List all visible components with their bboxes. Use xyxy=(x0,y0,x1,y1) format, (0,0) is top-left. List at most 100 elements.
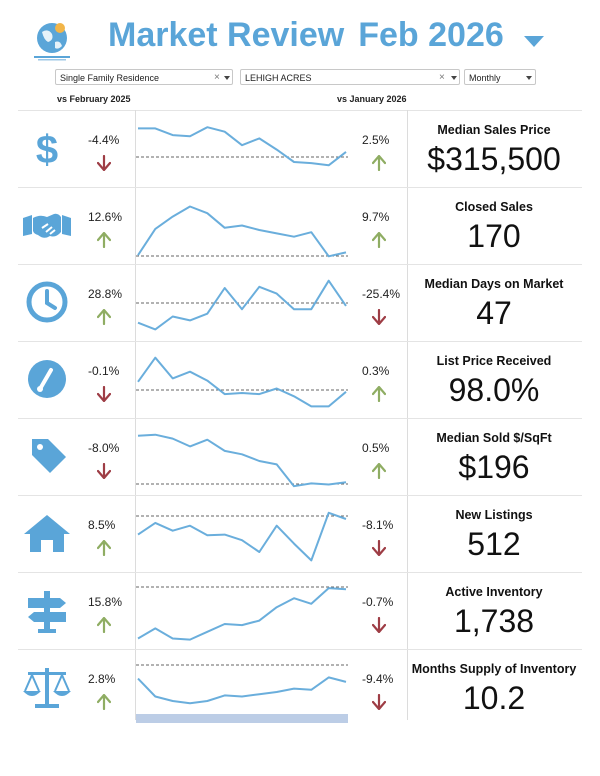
down-arrow-icon xyxy=(372,540,386,556)
mom-change: -8.1% xyxy=(362,518,394,532)
svg-text:$: $ xyxy=(36,128,58,172)
metric-label: Median Days on Market xyxy=(424,277,564,291)
yoy-change: 2.8% xyxy=(88,672,116,686)
trend-line xyxy=(138,126,347,167)
month-dropdown-toggle[interactable] xyxy=(524,36,544,47)
down-arrow-icon xyxy=(97,155,111,171)
up-arrow-icon xyxy=(97,309,111,325)
metric-row: -8.0% 0.5% Median Sold $/SqFt $196 xyxy=(0,419,600,496)
down-arrow-icon xyxy=(372,694,386,710)
trend-line xyxy=(137,356,347,408)
trend-sparkline xyxy=(136,126,348,167)
up-arrow-icon xyxy=(97,540,111,556)
mom-change: -9.4% xyxy=(362,672,394,686)
metric-label: Median Sales Price xyxy=(437,123,551,137)
trend-line xyxy=(137,205,347,258)
clear-area-icon[interactable]: × xyxy=(439,72,445,83)
metric-row: 15.8% -0.7% Active Inventory 1,738 xyxy=(0,573,600,650)
metric-value: $196 xyxy=(458,449,530,485)
trend-line xyxy=(137,433,347,488)
scales-icon xyxy=(23,668,71,708)
mom-change: 0.5% xyxy=(362,441,390,455)
metric-value: 47 xyxy=(476,295,512,331)
chevron-down-icon[interactable] xyxy=(451,76,457,80)
metric-row: -0.1% 0.3% List Price Received 98.0% xyxy=(0,342,600,419)
down-arrow-icon xyxy=(372,617,386,633)
year-over-year-label: vs February 2025 xyxy=(57,94,131,104)
report-month: Feb 2026 xyxy=(358,16,504,54)
mom-change: 0.3% xyxy=(362,364,390,378)
trend-sparkline xyxy=(136,356,348,408)
column-divider xyxy=(135,110,136,720)
up-arrow-icon xyxy=(372,155,386,171)
trend-sparkline xyxy=(136,586,348,641)
up-arrow-icon xyxy=(372,463,386,479)
metric-value: 170 xyxy=(467,218,521,254)
divider xyxy=(18,264,582,265)
period-filter[interactable]: Monthly xyxy=(464,69,536,85)
metric-row: 12.6% 9.7% Closed Sales 170 xyxy=(0,188,600,265)
metric-row: 2.8% -9.4% Months Supply of Inventory 10.2 xyxy=(0,650,600,727)
trend-line xyxy=(137,676,347,705)
metric-row: 8.5% -8.1% New Listings 512 xyxy=(0,496,600,573)
chevron-down-icon[interactable] xyxy=(526,76,532,80)
yoy-change: 15.8% xyxy=(88,595,123,609)
signpost-icon xyxy=(28,591,66,633)
trend-sparkline xyxy=(136,279,348,331)
trend-line xyxy=(137,587,347,641)
price-tag-icon xyxy=(32,439,66,473)
trend-sparkline xyxy=(136,433,348,488)
property-type-value: Single Family Residence xyxy=(60,73,160,83)
divider xyxy=(18,572,582,573)
metric-row: 28.8% -25.4% Median Days on Market 47 xyxy=(0,265,600,342)
trend-line xyxy=(137,511,347,562)
up-arrow-icon xyxy=(97,694,111,710)
metric-label: List Price Received xyxy=(436,354,552,368)
divider xyxy=(18,418,582,419)
yoy-change: 28.8% xyxy=(88,287,123,301)
metric-label: New Listings xyxy=(455,508,533,522)
handshake-icon xyxy=(23,213,71,238)
period-value: Monthly xyxy=(469,73,501,83)
target-band xyxy=(136,714,348,723)
property-type-filter[interactable]: Single Family Residence × xyxy=(55,69,233,85)
mom-change: 2.5% xyxy=(362,133,390,147)
trend-sparkline xyxy=(136,511,348,562)
metric-value: 10.2 xyxy=(462,680,526,716)
title-text: Market Review xyxy=(108,16,345,54)
up-arrow-icon xyxy=(372,386,386,402)
mom-change: -25.4% xyxy=(362,287,401,301)
metric-label: Months Supply of Inventory xyxy=(411,662,577,676)
down-arrow-icon xyxy=(97,463,111,479)
mom-change: -0.7% xyxy=(362,595,394,609)
metric-value: 512 xyxy=(467,526,521,562)
page-title: Market Review Feb 2026 xyxy=(108,16,504,55)
gauge-icon xyxy=(28,360,66,398)
chevron-down-icon[interactable] xyxy=(224,76,230,80)
column-divider xyxy=(407,110,408,720)
metric-value: 1,738 xyxy=(453,603,535,639)
up-arrow-icon xyxy=(97,617,111,633)
down-arrow-icon xyxy=(97,386,111,402)
yoy-change: 12.6% xyxy=(88,210,123,224)
metric-label: Median Sold $/SqFt xyxy=(436,431,552,445)
area-filter[interactable]: LEHIGH ACRES × xyxy=(240,69,460,85)
divider xyxy=(18,187,582,188)
metric-row: $ -4.4% 2.5% Median Sales Price $315,500 xyxy=(0,111,600,188)
yoy-change: -0.1% xyxy=(88,364,120,378)
mom-change: 9.7% xyxy=(362,210,390,224)
globe-logo xyxy=(34,23,70,61)
metric-value: 98.0% xyxy=(448,372,540,408)
up-arrow-icon xyxy=(372,232,386,248)
yoy-change: -8.0% xyxy=(88,441,120,455)
clear-property-type-icon[interactable]: × xyxy=(214,72,220,83)
trend-line xyxy=(137,279,347,331)
trend-sparkline xyxy=(136,664,348,723)
metric-label: Active Inventory xyxy=(445,585,543,599)
metric-label: Closed Sales xyxy=(455,200,533,214)
yoy-change: -4.4% xyxy=(88,133,120,147)
trend-sparkline xyxy=(136,205,348,258)
month-over-month-label: vs January 2026 xyxy=(337,94,407,104)
down-arrow-icon xyxy=(372,309,386,325)
divider xyxy=(18,495,582,496)
